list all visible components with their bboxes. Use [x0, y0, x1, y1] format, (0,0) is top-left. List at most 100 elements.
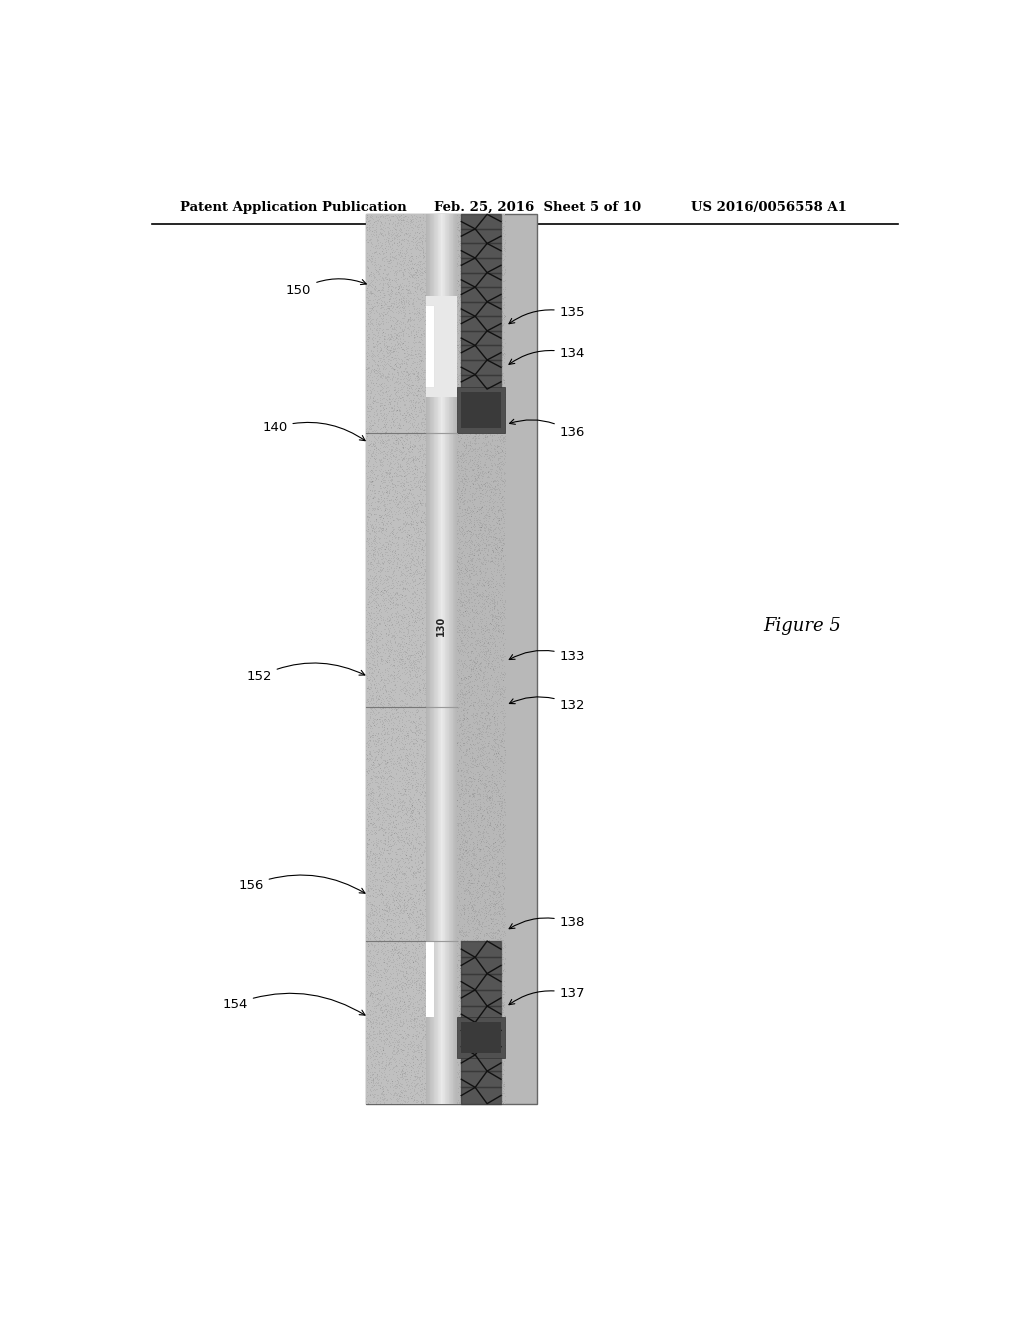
- Point: [381, 224, 397, 246]
- Point: [492, 701, 508, 722]
- Point: [451, 309, 467, 330]
- Point: [431, 545, 447, 566]
- Point: [485, 503, 502, 524]
- Point: [394, 990, 411, 1011]
- Point: [433, 1020, 450, 1041]
- Point: [458, 469, 474, 490]
- Point: [404, 375, 421, 396]
- Point: [464, 607, 480, 628]
- Point: [472, 273, 488, 294]
- Point: [406, 1069, 422, 1090]
- Point: [391, 645, 408, 667]
- Point: [431, 896, 447, 917]
- Point: [370, 294, 386, 315]
- Point: [391, 979, 408, 1001]
- Point: [427, 590, 443, 611]
- Point: [425, 573, 441, 594]
- Point: [492, 420, 508, 441]
- Point: [416, 246, 432, 267]
- Point: [407, 519, 423, 540]
- Point: [453, 387, 469, 408]
- Point: [483, 370, 500, 391]
- Point: [412, 788, 428, 809]
- Point: [431, 880, 447, 902]
- Point: [380, 429, 396, 450]
- Point: [420, 874, 436, 895]
- Point: [358, 777, 375, 799]
- Point: [371, 884, 387, 906]
- Point: [412, 459, 428, 480]
- Point: [461, 676, 477, 697]
- Point: [388, 356, 404, 378]
- Point: [427, 944, 443, 965]
- Point: [426, 438, 442, 459]
- Point: [389, 923, 406, 944]
- Point: [378, 335, 394, 356]
- Point: [374, 1077, 390, 1098]
- Point: [447, 445, 464, 466]
- Point: [385, 359, 401, 380]
- Point: [366, 216, 382, 238]
- Point: [427, 540, 443, 561]
- Point: [492, 376, 508, 397]
- Point: [470, 718, 486, 739]
- Point: [440, 785, 457, 807]
- Point: [452, 1049, 468, 1071]
- Point: [388, 737, 404, 758]
- Point: [371, 256, 387, 277]
- Point: [390, 894, 407, 915]
- Point: [451, 293, 467, 314]
- Point: [416, 380, 432, 401]
- Point: [367, 965, 383, 986]
- Point: [423, 265, 439, 286]
- Point: [487, 503, 504, 524]
- Point: [404, 796, 421, 817]
- Point: [374, 552, 390, 573]
- Point: [462, 267, 478, 288]
- Point: [398, 648, 415, 669]
- Point: [475, 1052, 492, 1073]
- Point: [425, 935, 441, 956]
- Point: [409, 511, 425, 532]
- Point: [391, 391, 408, 412]
- Point: [436, 1032, 453, 1053]
- Point: [370, 594, 386, 615]
- Point: [423, 1045, 439, 1067]
- Point: [403, 477, 420, 498]
- Point: [419, 405, 435, 426]
- Point: [439, 851, 456, 873]
- Point: [404, 395, 421, 416]
- Point: [470, 632, 486, 653]
- Point: [373, 374, 389, 395]
- Point: [446, 550, 463, 572]
- Point: [433, 636, 450, 657]
- Point: [389, 207, 406, 228]
- Point: [461, 717, 477, 738]
- Point: [485, 1072, 502, 1093]
- Point: [417, 243, 433, 264]
- Point: [434, 611, 451, 632]
- Point: [381, 644, 397, 665]
- Point: [409, 677, 425, 698]
- Point: [418, 652, 434, 673]
- Point: [388, 843, 404, 865]
- Point: [394, 801, 411, 822]
- Point: [455, 632, 471, 653]
- Point: [438, 545, 455, 566]
- Point: [402, 816, 419, 837]
- Point: [485, 405, 502, 426]
- Point: [444, 698, 461, 719]
- Point: [365, 944, 381, 965]
- Point: [428, 494, 444, 515]
- Point: [463, 550, 479, 572]
- Point: [418, 950, 434, 972]
- Point: [418, 536, 434, 557]
- Point: [449, 825, 465, 846]
- Point: [358, 849, 375, 870]
- Point: [384, 318, 400, 339]
- Point: [478, 249, 495, 271]
- Point: [479, 1077, 496, 1098]
- Point: [408, 911, 424, 932]
- Point: [465, 355, 481, 376]
- Point: [376, 487, 392, 508]
